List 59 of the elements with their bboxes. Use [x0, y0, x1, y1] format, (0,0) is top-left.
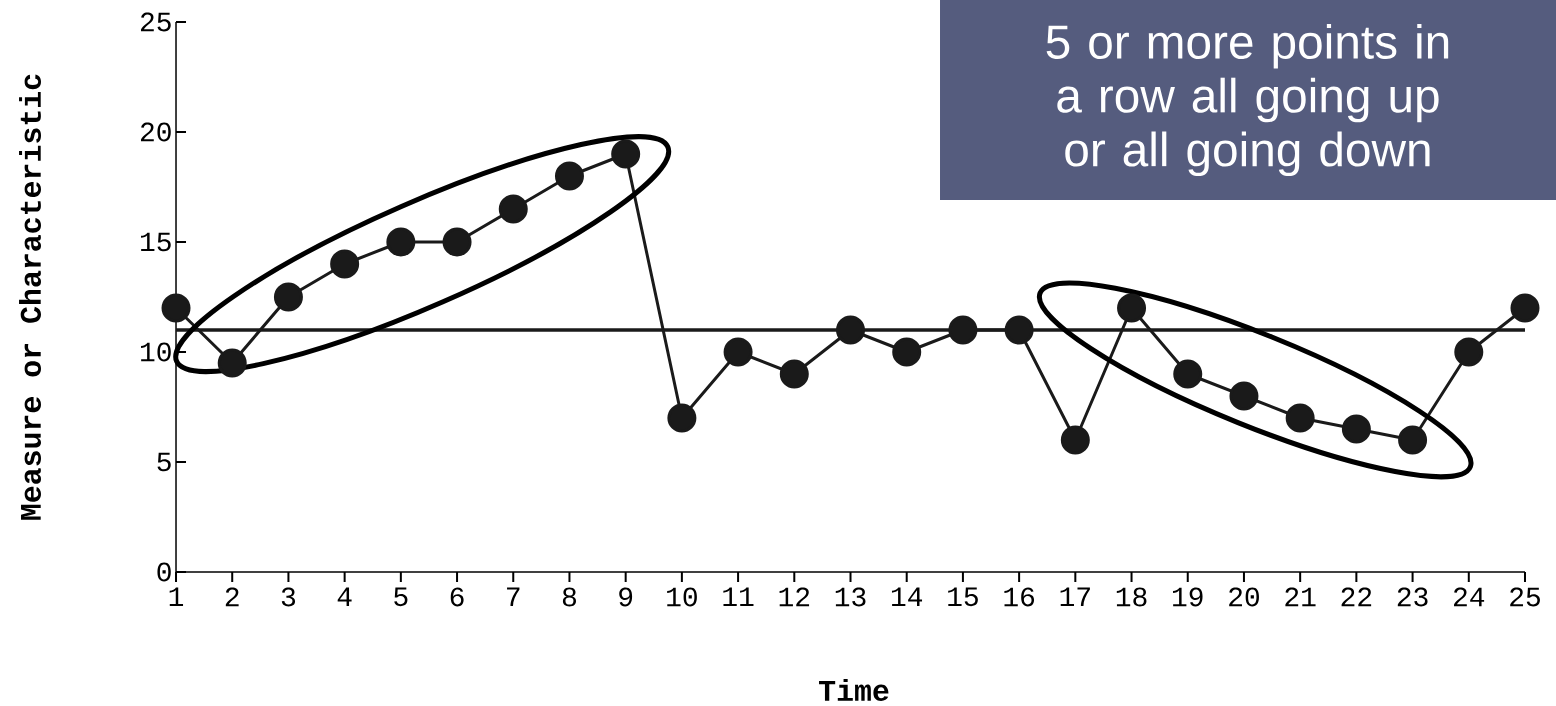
- point: [723, 337, 753, 367]
- point: [1454, 337, 1484, 367]
- x-tick-label: 6: [450, 587, 464, 607]
- point: [217, 348, 247, 378]
- x-tick-label: 8: [562, 587, 576, 607]
- point: [554, 161, 584, 191]
- point: [836, 315, 866, 345]
- y-tick-label: 10: [141, 342, 171, 362]
- point: [1060, 425, 1090, 455]
- point: [1117, 293, 1147, 323]
- point: [779, 359, 809, 389]
- x-tick-label: 9: [619, 587, 633, 607]
- point: [1229, 381, 1259, 411]
- point: [161, 293, 191, 323]
- y-axis-title: Measure or Characteristic: [19, 74, 41, 520]
- annotation: 5 or more points in a row all going up or all going down: [1046, 23, 1449, 177]
- x-tick-label: 17: [1060, 587, 1090, 606]
- point: [1004, 315, 1034, 345]
- point: [948, 315, 978, 345]
- x-tick-label: 10: [667, 587, 697, 607]
- point: [386, 227, 416, 257]
- x-tick-label: 22: [1341, 587, 1372, 607]
- x-tick-label: 19: [1173, 587, 1203, 607]
- x-tick-label: 3: [281, 587, 296, 607]
- point: [892, 337, 922, 367]
- point: [1285, 403, 1315, 433]
- point: [1398, 425, 1428, 455]
- point: [611, 139, 641, 169]
- y-tick-label: 20: [140, 122, 171, 142]
- point: [667, 403, 697, 433]
- y-tick-label: 25: [140, 12, 171, 32]
- x-axis-title: Time: [819, 679, 889, 701]
- point: [1510, 293, 1540, 323]
- x-tick-label: 4: [337, 587, 352, 606]
- x-tick-label: 2: [225, 587, 239, 607]
- point: [1341, 414, 1371, 444]
- x-tick-label: 11: [723, 587, 754, 606]
- y-tick-label: 0: [157, 562, 171, 582]
- point: [330, 249, 360, 279]
- x-tick-label: 25: [1510, 587, 1540, 607]
- x-tick-label: 21: [1285, 587, 1316, 607]
- x-tick-label: 15: [948, 587, 978, 607]
- x-tick-label: 24: [1454, 587, 1485, 607]
- x-tick-label: 16: [1004, 587, 1035, 607]
- y-tick-label: 15: [141, 232, 171, 252]
- x-tick-label: 5: [394, 587, 408, 607]
- x-tick-label: 7: [507, 587, 520, 606]
- point: [498, 194, 528, 224]
- x-tick-label: 12: [779, 587, 810, 607]
- x-tick-label: 18: [1116, 587, 1147, 607]
- x-tick-label: 23: [1397, 587, 1428, 607]
- point: [442, 227, 472, 257]
- x-tick-label: 13: [835, 587, 866, 607]
- x-tick-label: 1: [169, 587, 184, 606]
- x-tick-label: 20: [1229, 587, 1259, 607]
- y-tick-label: 5: [157, 452, 171, 472]
- point: [1173, 359, 1203, 389]
- point: [273, 282, 303, 312]
- x-tick-label: 14: [891, 587, 923, 606]
